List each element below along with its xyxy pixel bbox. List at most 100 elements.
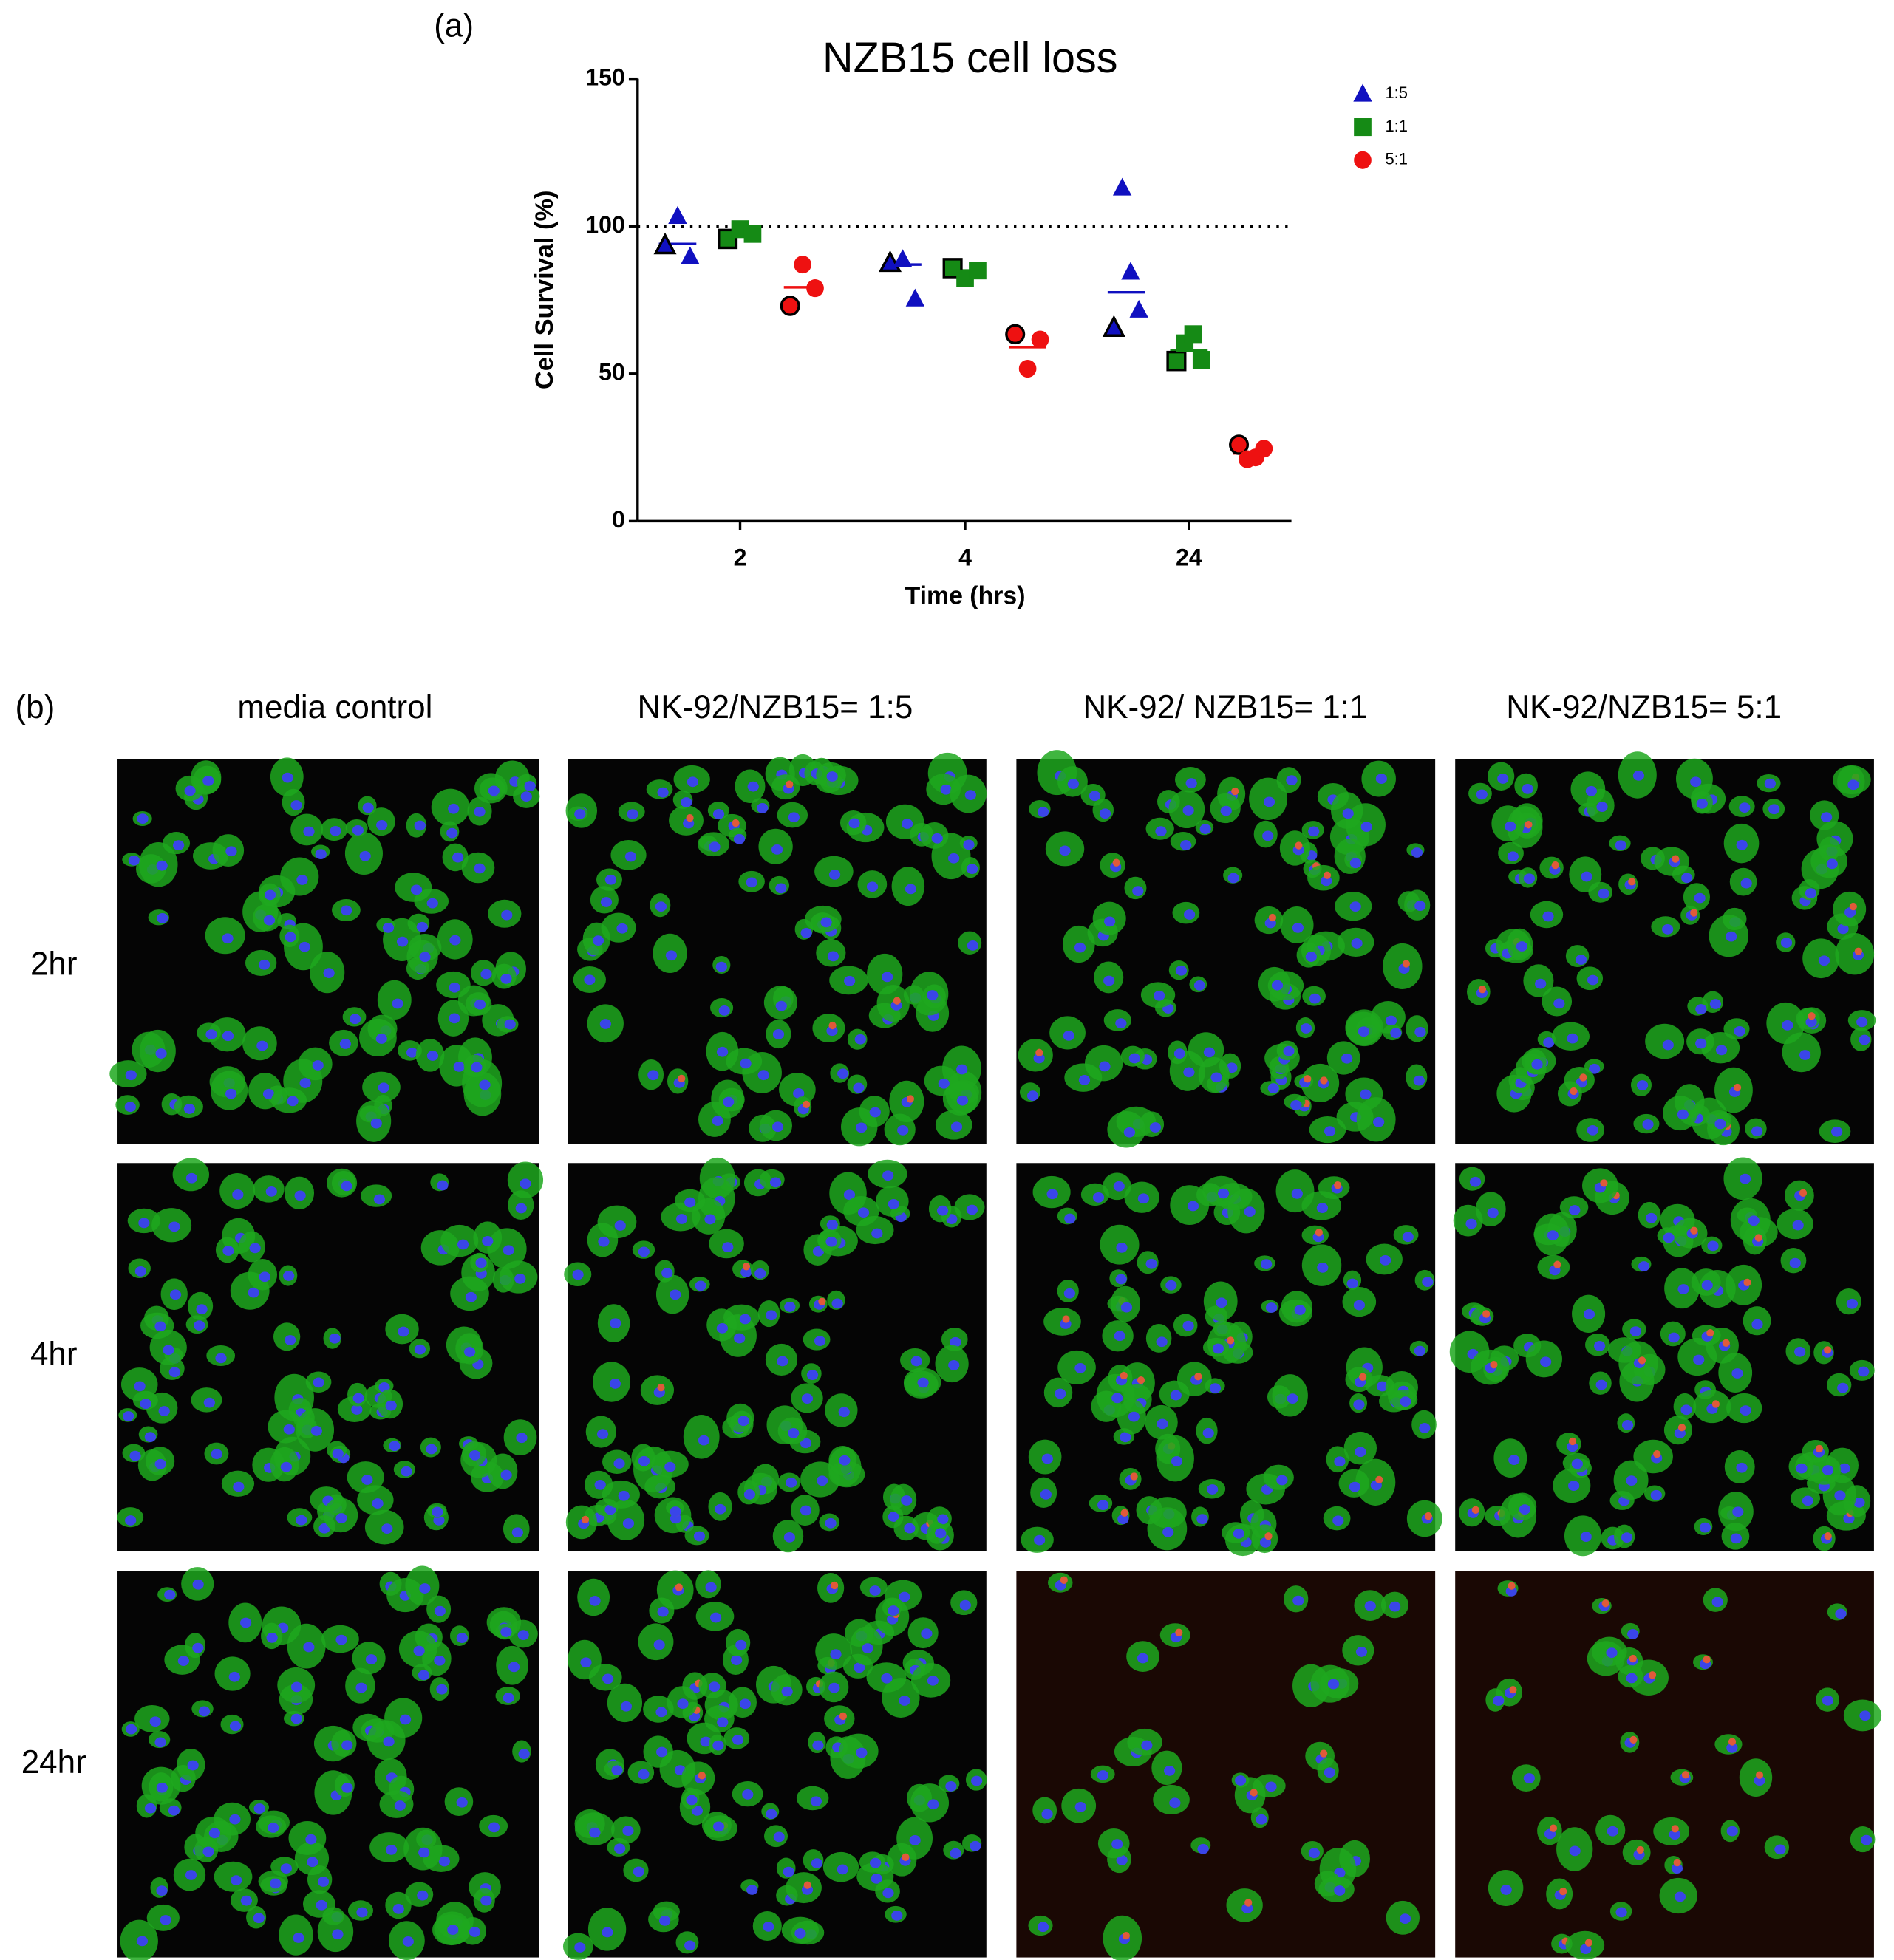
nucleus: [436, 1684, 448, 1695]
nucleus: [417, 1890, 429, 1901]
nucleus: [931, 833, 943, 844]
nucleus: [1390, 1028, 1402, 1039]
dead-cell: [902, 1853, 910, 1861]
nucleus: [909, 1835, 921, 1845]
nucleus: [280, 1461, 292, 1472]
nucleus: [1839, 1463, 1850, 1474]
nucleus: [772, 1028, 785, 1039]
nucleus: [1059, 845, 1071, 856]
nucleus: [1596, 802, 1608, 813]
nucleus: [661, 1268, 673, 1278]
nucleus: [183, 1104, 196, 1114]
dead-cell: [1122, 1931, 1130, 1940]
nucleus: [656, 1746, 668, 1758]
nucleus: [1294, 1305, 1306, 1316]
nucleus: [963, 839, 975, 850]
nucleus: [715, 1503, 726, 1515]
nucleus: [609, 1379, 621, 1389]
nucleus: [757, 1070, 769, 1081]
dead-cell: [1815, 1444, 1824, 1453]
nucleus: [511, 1527, 523, 1538]
dead-cell: [1570, 1087, 1578, 1096]
point: [969, 262, 987, 280]
dead-cell: [906, 1095, 915, 1103]
nucleus: [185, 1870, 197, 1880]
nucleus: [935, 1528, 947, 1539]
nucleus: [1113, 1181, 1125, 1192]
nucleus: [446, 827, 458, 839]
nucleus: [1696, 798, 1708, 809]
nucleus: [356, 1907, 368, 1918]
nucleus: [658, 1915, 671, 1926]
nucleus: [814, 1336, 826, 1347]
nucleus: [514, 1274, 526, 1284]
nucleus: [675, 1214, 688, 1224]
nucleus: [438, 1856, 450, 1867]
nucleus: [335, 1634, 347, 1645]
nucleus: [1856, 1017, 1868, 1028]
dead-cell: [1120, 1509, 1128, 1517]
nucleus: [1212, 1343, 1224, 1354]
nucleus: [1149, 1122, 1161, 1133]
nucleus: [917, 1377, 929, 1388]
nucleus: [1516, 941, 1528, 952]
point: [780, 296, 800, 316]
column-title: NK-92/ NZB15= 1:1: [1083, 689, 1367, 725]
nucleus: [614, 1220, 626, 1231]
nucleus: [1497, 774, 1509, 784]
nucleus: [599, 1019, 611, 1029]
nucleus: [1209, 1383, 1222, 1393]
nucleus: [705, 1582, 717, 1593]
dead-cell: [1035, 1048, 1043, 1057]
nucleus: [1695, 1004, 1707, 1014]
nucleus: [266, 1633, 278, 1643]
nucleus: [1859, 1710, 1871, 1721]
nucleus: [610, 1318, 621, 1329]
nucleus: [1690, 776, 1702, 788]
nucleus: [854, 1662, 865, 1673]
dead-cell: [1824, 1532, 1832, 1540]
nucleus: [156, 1782, 168, 1793]
nucleus: [303, 826, 315, 837]
nucleus: [283, 1424, 295, 1435]
dead-cell: [1733, 1083, 1742, 1092]
point: [905, 288, 925, 307]
nucleus: [775, 1000, 787, 1011]
nucleus: [742, 1789, 754, 1800]
nucleus: [1111, 1839, 1123, 1850]
nucleus: [1587, 1125, 1598, 1136]
nucleus: [801, 1393, 814, 1404]
nucleus: [897, 1125, 909, 1136]
nucleus: [1097, 1770, 1109, 1780]
nucleus: [280, 1863, 292, 1874]
nucleus: [125, 1724, 137, 1735]
nucleus: [1587, 974, 1599, 986]
nucleus: [1711, 1597, 1723, 1608]
point: [1166, 350, 1187, 372]
nucleus: [202, 1846, 214, 1857]
nucleus: [192, 1642, 204, 1653]
nucleus: [225, 1088, 237, 1099]
nucleus: [1033, 1053, 1045, 1064]
point: [1228, 434, 1250, 455]
nucleus: [825, 1517, 837, 1529]
nucleus: [1349, 1481, 1360, 1492]
dead-cell: [1227, 1336, 1235, 1345]
nucleus: [370, 1118, 382, 1129]
nucleus: [1182, 1320, 1194, 1331]
nucleus: [1262, 830, 1274, 841]
nucleus: [185, 1172, 198, 1184]
nucleus: [248, 1287, 259, 1298]
nucleus: [622, 1518, 635, 1529]
nucleus: [1305, 952, 1317, 962]
nucleus: [869, 1585, 881, 1596]
nucleus: [964, 790, 976, 800]
nucleus: [1169, 1797, 1181, 1809]
nucleus: [1734, 1025, 1745, 1037]
nucleus: [1677, 1109, 1689, 1120]
nucleus: [222, 1246, 234, 1256]
nucleus: [520, 1178, 531, 1189]
nucleus: [1123, 1127, 1136, 1138]
nucleus: [1341, 1053, 1353, 1064]
nucleus: [855, 1122, 868, 1133]
